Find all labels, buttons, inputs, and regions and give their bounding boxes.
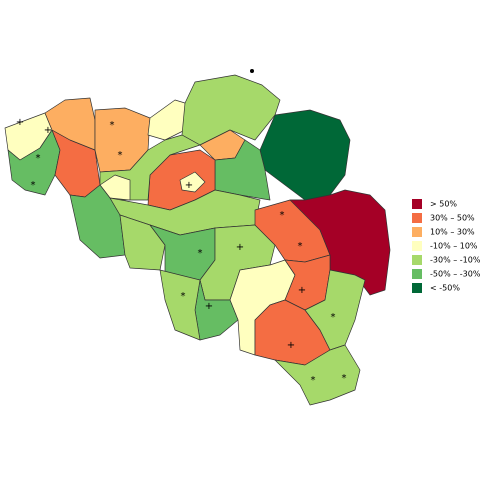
- symbol: *: [36, 153, 41, 164]
- symbol: +: [185, 180, 193, 191]
- symbol: *: [181, 291, 186, 302]
- symbol: *: [118, 150, 123, 161]
- symbol: *: [31, 180, 36, 191]
- region: [274, 344, 361, 406]
- symbol: +: [44, 125, 52, 136]
- symbol: +: [16, 117, 24, 128]
- legend-label: 30% – 50%: [430, 214, 475, 223]
- legend-swatch: [412, 199, 422, 209]
- legend-swatch: [412, 283, 422, 293]
- region: [304, 269, 366, 351]
- symbol: +: [236, 242, 244, 253]
- region: [159, 269, 201, 341]
- region: [179, 171, 206, 193]
- legend-swatch: [412, 255, 422, 265]
- symbol: *: [311, 375, 316, 386]
- regions: [4, 74, 391, 406]
- symbol: *: [110, 120, 115, 131]
- legend: > 50% 30% – 50% 10% – 30% -10% – 10% -30% – …: [412, 199, 480, 293]
- legend-label: -30% – -10%: [430, 256, 480, 265]
- legend-swatch: [412, 269, 422, 279]
- legend-label: > 50%: [430, 200, 457, 209]
- region: [259, 109, 351, 201]
- legend-label: -10% – 10%: [430, 242, 478, 251]
- symbol: +: [298, 285, 306, 296]
- symbol: +: [287, 340, 295, 351]
- symbol: *: [280, 210, 285, 221]
- legend-swatch: [412, 241, 422, 251]
- legend-label: 10% – 30%: [430, 228, 475, 237]
- legend-swatch: [412, 227, 422, 237]
- symbols: + + * * * * + * * * + * + + * + * *: [16, 69, 347, 386]
- dot: [250, 69, 254, 73]
- legend-label: < -50%: [430, 284, 460, 293]
- symbol: +: [205, 301, 213, 312]
- legend-swatch: [412, 213, 422, 223]
- region: [147, 99, 186, 141]
- legend-label: -50% – -30%: [430, 270, 480, 279]
- symbol: *: [298, 241, 303, 252]
- symbol: *: [198, 248, 203, 259]
- symbol: *: [331, 312, 336, 323]
- symbol: *: [342, 373, 347, 384]
